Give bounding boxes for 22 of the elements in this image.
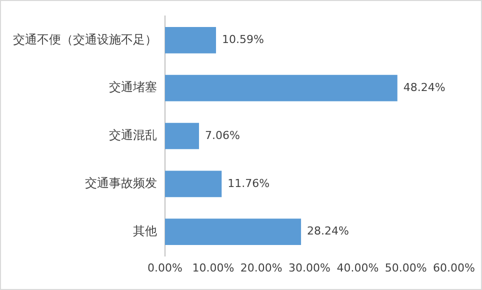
x-tick-label: 10.00% — [192, 261, 234, 274]
data-label: 7.06% — [205, 128, 240, 142]
y-tick-label: 交通堵塞 — [109, 80, 157, 94]
bar — [165, 74, 398, 102]
bar — [165, 170, 222, 198]
x-tick-label: 50.00% — [384, 261, 427, 274]
bar — [165, 218, 302, 246]
data-label: 10.59% — [222, 33, 264, 46]
x-tick-label: 40.00% — [336, 261, 379, 274]
y-tick-label: 交通不便（交通设施不足） — [13, 32, 157, 46]
x-tick-label: 60.00% — [433, 261, 476, 274]
bar — [165, 26, 216, 54]
data-label: 28.24% — [307, 224, 349, 238]
y-tick-label: 交通事故频发 — [85, 176, 157, 190]
bar — [165, 122, 200, 150]
y-tick-label: 交通混乱 — [109, 128, 157, 142]
data-label: 48.24% — [403, 80, 446, 94]
x-tick-label: 30.00% — [288, 261, 330, 274]
data-label: 11.76% — [228, 176, 270, 190]
y-tick-label: 其他 — [133, 224, 157, 238]
x-tick-label: 20.00% — [240, 261, 282, 274]
x-tick-label: 0.00% — [148, 261, 182, 274]
